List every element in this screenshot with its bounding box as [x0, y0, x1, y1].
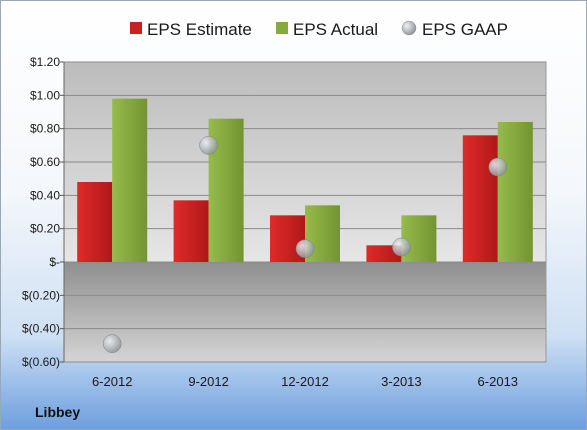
x-tick-label: 6-2012: [92, 374, 132, 389]
legend-swatch-eps-actual: [276, 22, 288, 34]
bar-eps-actual: [401, 215, 437, 262]
point-eps-gaap: [295, 239, 315, 258]
x-tick-label: 9-2012: [188, 374, 228, 389]
x-tick-label: 6-2013: [478, 374, 518, 389]
y-tick-label: $-: [49, 255, 60, 269]
y-tick-label: $0.40: [30, 188, 60, 202]
legend-label-eps-gaap: EPS GAAP: [422, 20, 508, 39]
y-tick-label: $0.60: [30, 155, 60, 169]
y-tick-label: $(0.60): [22, 355, 60, 369]
y-tick-label: $0.20: [30, 222, 60, 236]
x-tick-label: 12-2012: [281, 374, 329, 389]
y-tick-label: $(0.20): [22, 288, 60, 302]
point-eps-gaap: [102, 334, 122, 353]
bar-eps-estimate: [462, 135, 498, 262]
bar-eps-estimate: [77, 182, 113, 262]
legend-label-eps-actual: EPS Actual: [293, 20, 378, 39]
point-eps-gaap: [488, 157, 508, 177]
plot-area-negative: [64, 262, 546, 362]
point-eps-gaap: [199, 136, 218, 155]
bar-eps-estimate: [173, 200, 209, 262]
y-tick-label: $0.80: [30, 122, 60, 136]
y-tick-label: $1.20: [30, 55, 60, 69]
legend-label-eps-estimate: EPS Estimate: [147, 20, 252, 39]
y-tick-label: $1.00: [30, 88, 60, 102]
point-eps-gaap: [392, 237, 411, 257]
bar-eps-actual: [112, 98, 148, 263]
legend-swatch-eps-estimate: [130, 22, 142, 34]
legend-swatch-eps-gaap: [401, 20, 417, 36]
y-tick-label: $(0.40): [22, 322, 60, 336]
bar-eps-actual: [497, 122, 533, 262]
x-tick-label: 3-2013: [381, 374, 421, 389]
brand-label: Libbey: [35, 404, 81, 420]
